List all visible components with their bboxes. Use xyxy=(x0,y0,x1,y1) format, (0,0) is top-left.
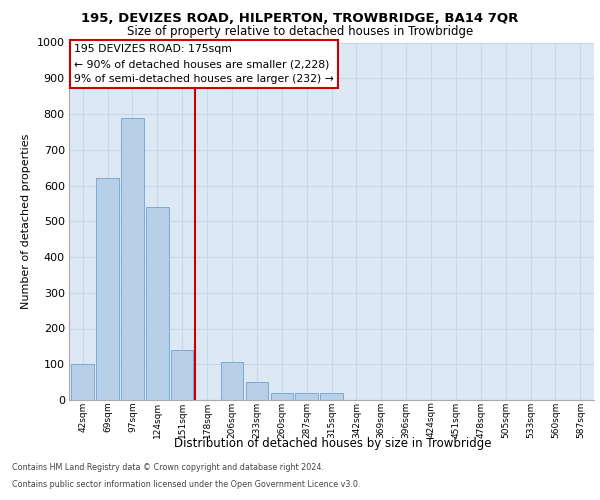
Y-axis label: Number of detached properties: Number of detached properties xyxy=(21,134,31,309)
Text: Distribution of detached houses by size in Trowbridge: Distribution of detached houses by size … xyxy=(174,438,492,450)
Text: Size of property relative to detached houses in Trowbridge: Size of property relative to detached ho… xyxy=(127,25,473,38)
Bar xyxy=(221,362,243,400)
Text: 195, DEVIZES ROAD, HILPERTON, TROWBRIDGE, BA14 7QR: 195, DEVIZES ROAD, HILPERTON, TROWBRIDGE… xyxy=(82,12,518,26)
Bar xyxy=(71,364,94,400)
Bar xyxy=(271,393,293,400)
Text: Contains HM Land Registry data © Crown copyright and database right 2024.: Contains HM Land Registry data © Crown c… xyxy=(12,464,324,472)
Bar xyxy=(97,178,119,400)
Text: 195 DEVIZES ROAD: 175sqm
← 90% of detached houses are smaller (2,228)
9% of semi: 195 DEVIZES ROAD: 175sqm ← 90% of detach… xyxy=(74,44,334,84)
Bar xyxy=(295,393,318,400)
Bar xyxy=(121,118,143,400)
Bar xyxy=(171,350,193,400)
Bar xyxy=(320,393,343,400)
Bar xyxy=(245,382,268,400)
Text: Contains public sector information licensed under the Open Government Licence v3: Contains public sector information licen… xyxy=(12,480,361,489)
Bar xyxy=(146,207,169,400)
